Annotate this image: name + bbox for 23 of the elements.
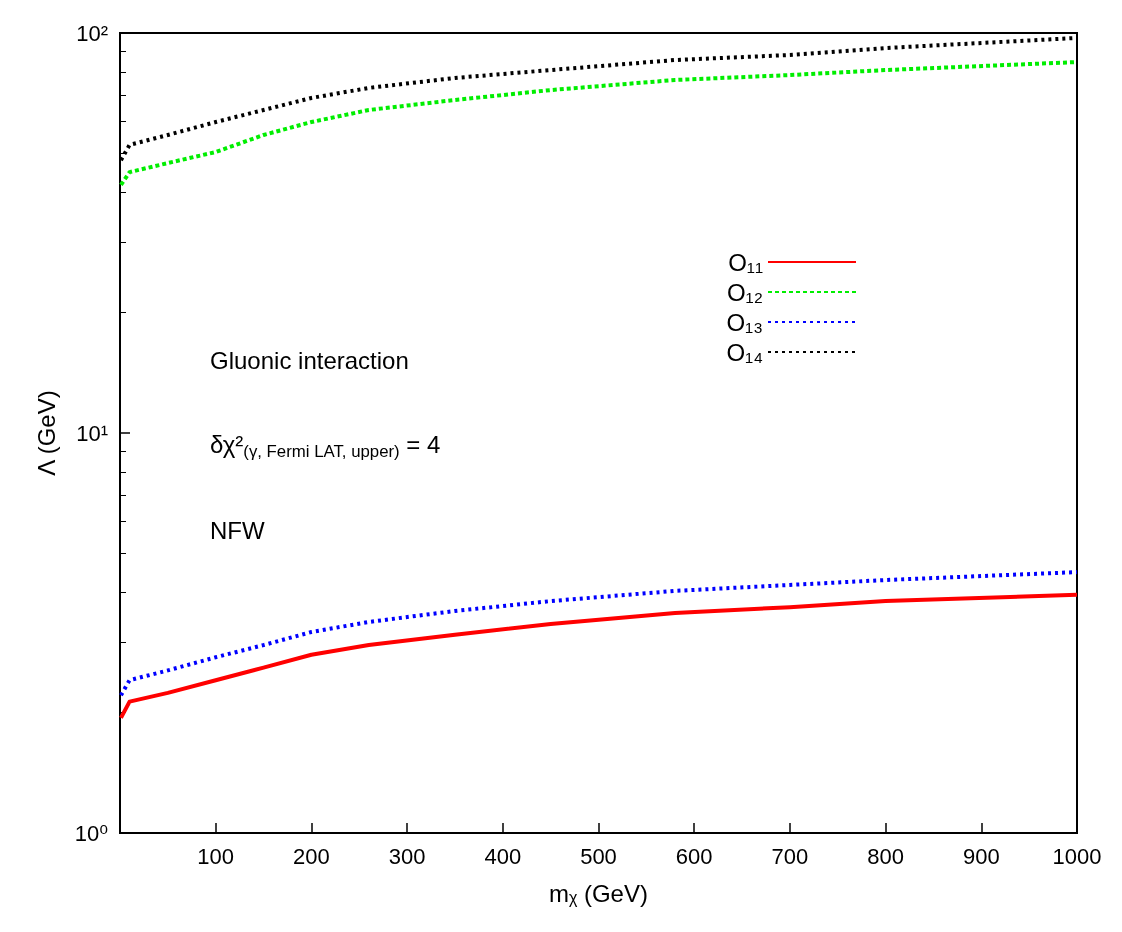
line-series <box>118 570 1079 698</box>
line-series <box>118 592 1079 720</box>
y-tick-label: 10² <box>76 20 108 46</box>
x-tick-label: 300 <box>388 843 426 869</box>
annotation: Gluonic interaction <box>210 346 409 374</box>
x-tick-label: 400 <box>484 843 522 869</box>
x-tick-label: 600 <box>675 843 713 869</box>
x-axis-title: mᵪ (GeV) <box>549 879 648 907</box>
y-axis-title: Λ (GeV) <box>32 390 60 476</box>
x-tick-label: 100 <box>197 843 235 869</box>
annotation: NFW <box>210 516 265 544</box>
x-tick-label: 900 <box>962 843 1000 869</box>
legend-label: O₁₁ <box>728 248 763 276</box>
y-tick-label: 10¹ <box>76 420 108 446</box>
y-tick-label: 10⁰ <box>74 820 109 846</box>
legend-label: O₁₃ <box>726 308 763 336</box>
x-tick-label: 500 <box>580 843 617 869</box>
x-tick-label: 700 <box>771 843 809 869</box>
x-tick-label: 1000 <box>1052 843 1102 869</box>
legend-label: O₁₄ <box>726 338 763 366</box>
x-tick-label: 800 <box>867 843 904 869</box>
legend-label: O₁₂ <box>726 278 763 306</box>
x-tick-label: 200 <box>293 843 330 869</box>
